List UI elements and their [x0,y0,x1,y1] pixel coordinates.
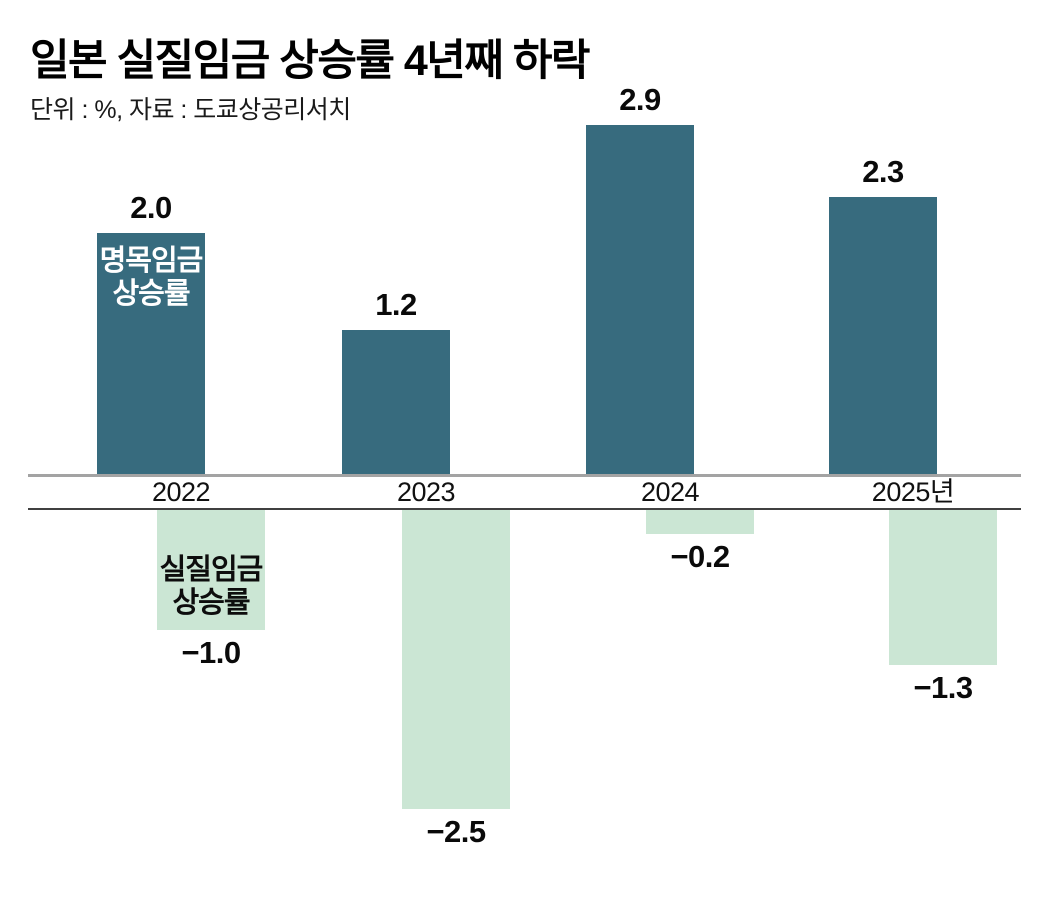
bar-real-2022 [157,510,265,630]
series-label-real-line2: 상승률 [172,587,250,619]
bar-nominal-2023 [342,330,450,474]
bar-nominal-2022 [97,233,205,474]
series-label-nominal-line1: 명목임금 [99,245,204,277]
x-axis-label-2022: 2022 [151,477,211,507]
value-label-real-2025년: −1.3 [913,670,973,705]
bar-real-2023 [402,510,510,809]
value-label-nominal-2025년: 2.3 [862,154,904,189]
value-label-nominal-2022: 2.0 [130,190,172,225]
x-axis-label-2023: 2023 [396,477,456,507]
value-label-real-2023: −2.5 [426,814,486,849]
value-label-nominal-2023: 1.2 [375,287,417,322]
chart-subtitle: 단위 : %, 자료 : 도쿄상공리서치 [30,96,351,124]
x-axis-label-2025년: 2025년 [871,477,955,507]
zero-axis-line [28,474,1021,477]
value-label-nominal-2024: 2.9 [619,82,661,117]
x-axis-label-2024: 2024 [640,477,700,507]
series-label-real: 실질임금 상승률 [157,554,265,620]
bar-real-2024 [646,510,754,534]
bar-nominal-2024 [586,125,694,474]
series-label-real-line1: 실질임금 [159,554,264,586]
series-label-nominal: 명목임금 상승률 [97,245,205,311]
bar-real-2025년 [889,510,997,665]
lower-axis-line [28,508,1021,510]
chart-title: 일본 실질임금 상승률 4년째 하락 [30,37,590,85]
bar-nominal-2025년 [829,197,937,474]
value-label-real-2024: −0.2 [670,539,730,574]
series-label-nominal-line2: 상승률 [112,278,190,310]
value-label-real-2022: −1.0 [181,635,241,670]
